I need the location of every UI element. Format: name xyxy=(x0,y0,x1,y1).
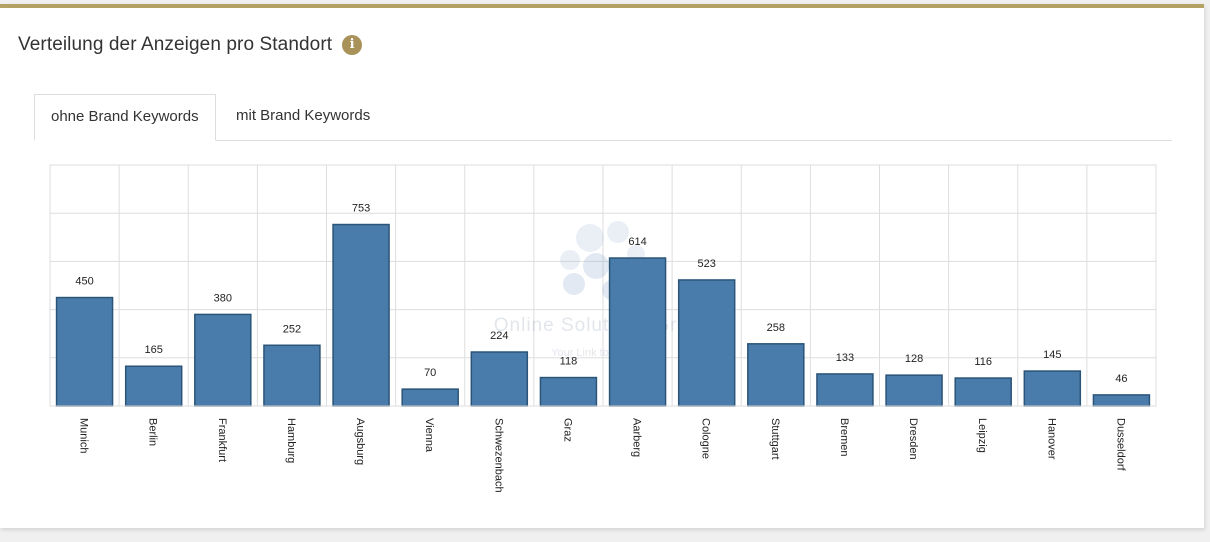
x-tick-label: Schwezenbach xyxy=(492,418,504,493)
bar-leipzig[interactable] xyxy=(954,377,1012,407)
data-label: 258 xyxy=(767,322,785,334)
data-label: 70 xyxy=(424,367,436,379)
data-label: 145 xyxy=(1043,349,1061,361)
x-tick-label: Bremen xyxy=(838,418,850,457)
chart-grid xyxy=(50,165,1156,406)
bar-cologne[interactable] xyxy=(677,279,736,407)
bar-augsburg[interactable] xyxy=(332,223,390,407)
chart-x-tick-labels: Munich Berlin Frankfurt Hamburg Augsburg Vien… xyxy=(78,418,1127,493)
data-label: 165 xyxy=(145,344,163,356)
bar-bremen[interactable] xyxy=(816,373,874,407)
bar-graz[interactable] xyxy=(539,376,598,407)
bar-frankfurt[interactable] xyxy=(194,313,252,407)
data-label: 252 xyxy=(283,323,301,335)
data-label: 614 xyxy=(628,236,646,248)
bar-berlin[interactable] xyxy=(124,365,183,407)
tab-bar: ohne Brand Keywords mit Brand Keywords xyxy=(34,94,1172,141)
x-tick-label: Dusseldorf xyxy=(1114,418,1126,472)
bar-munich[interactable] xyxy=(55,296,114,407)
x-tick-label: Graz xyxy=(561,418,573,442)
data-label: 133 xyxy=(836,352,854,364)
data-label: 118 xyxy=(560,356,578,368)
chart-area: Online Solutions Group Your Link to 450 1… xyxy=(0,8,1204,532)
info-icon[interactable]: i xyxy=(342,35,363,55)
chart-bars xyxy=(55,223,1151,407)
data-label: 753 xyxy=(352,203,370,215)
x-tick-label: Hamburg xyxy=(285,418,297,463)
x-tick-label: Leipzig xyxy=(976,418,988,453)
bar-dresden[interactable] xyxy=(885,374,943,407)
x-tick-label: Cologne xyxy=(700,418,712,459)
data-label: 116 xyxy=(974,356,992,368)
x-tick-label: Stuttgart xyxy=(769,418,781,460)
data-label: 380 xyxy=(214,292,232,304)
chart-data-labels: 450 165 380 252 753 70 224 118 614 523 258 133 128 11… xyxy=(75,203,1127,385)
x-tick-label: Munich xyxy=(78,418,90,453)
bar-dusseldorf[interactable] xyxy=(1092,394,1151,407)
x-tick-label: Augsburg xyxy=(354,418,366,465)
bar-hanover[interactable] xyxy=(1023,370,1082,407)
tab-ohne-brand-keywords[interactable]: ohne Brand Keywords xyxy=(34,94,216,141)
x-tick-label: Berlin xyxy=(147,418,159,446)
bar-schwezenbach[interactable] xyxy=(470,351,529,407)
x-tick-label: Vienna xyxy=(423,418,435,453)
x-tick-label: Dresden xyxy=(907,418,919,460)
card-header: Verteilung der Anzeigen pro Standort i xyxy=(18,34,363,56)
bar-hamburg[interactable] xyxy=(263,344,321,407)
watermark-tagline: Your Link to xyxy=(551,347,609,359)
bar-chart: Online Solutions Group Your Link to 4501… xyxy=(49,164,1157,493)
x-tick-label: Aarberg xyxy=(631,418,643,457)
data-label: 450 xyxy=(75,276,93,288)
x-tick-label: Frankfurt xyxy=(216,418,228,462)
plot-frame xyxy=(49,164,1157,407)
data-label: 128 xyxy=(905,353,923,365)
x-tick-label: Hanover xyxy=(1045,418,1057,460)
bar-aarberg[interactable] xyxy=(608,257,667,407)
card-title: Verteilung der Anzeigen pro Standort xyxy=(18,34,333,55)
tab-mit-brand-keywords[interactable]: mit Brand Keywords xyxy=(236,107,371,124)
bar-vienna[interactable] xyxy=(401,388,459,407)
bar-stuttgart[interactable] xyxy=(747,343,805,407)
data-label: 523 xyxy=(698,258,716,270)
chart-card: Verteilung der Anzeigen pro Standort i o… xyxy=(0,4,1204,528)
data-label: 224 xyxy=(490,330,508,342)
data-label: 46 xyxy=(1115,373,1127,385)
